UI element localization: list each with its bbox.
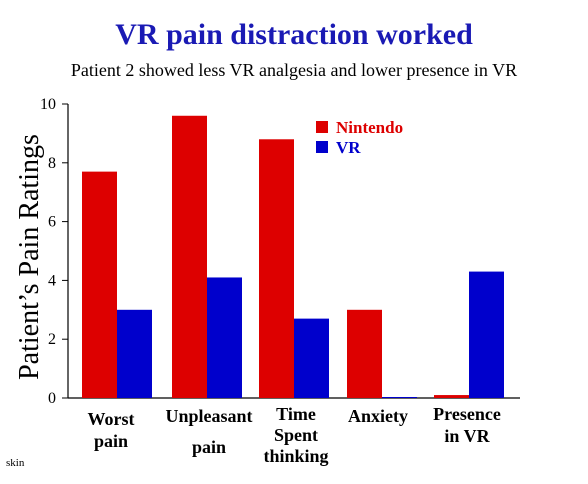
y-tick-label: 8: [48, 155, 56, 172]
bar-nintendo-0: [82, 171, 117, 398]
bar-nintendo-4: [434, 395, 469, 398]
y-tick-label: 4: [48, 272, 56, 289]
chart-title: VR pain distraction worked: [115, 18, 473, 51]
y-tick-label: 0: [48, 390, 56, 407]
bar-nintendo-2: [259, 139, 294, 398]
bar-nintendo-1: [172, 115, 207, 398]
legend-swatch: [316, 121, 328, 133]
x-category-label: thinking: [263, 446, 328, 466]
bar-vr-2: [294, 318, 329, 398]
bar-vr-3: [382, 397, 417, 398]
x-category-label: Time: [276, 404, 316, 424]
y-tick-label: 10: [40, 96, 56, 113]
x-category-label: Presence: [433, 404, 501, 424]
legend-label: Nintendo: [336, 118, 403, 137]
bar-vr-0: [117, 309, 152, 398]
x-category-label: in VR: [444, 426, 490, 446]
x-category-label: pain: [94, 431, 128, 451]
x-category-label: Unpleasant: [165, 406, 252, 426]
x-category-label: Spent: [274, 425, 318, 445]
chart-subtitle: Patient 2 showed less VR analgesia and l…: [70, 60, 518, 80]
footnote-text: skin: [6, 457, 25, 469]
y-tick-label: 6: [48, 214, 56, 231]
x-category-label: Anxiety: [348, 406, 408, 426]
y-axis-label: Patient’s Pain Ratings: [14, 134, 45, 380]
y-tick-label: 2: [48, 331, 56, 348]
legend-swatch: [316, 141, 328, 153]
x-category-label: pain: [192, 437, 226, 457]
x-category-label: Worst: [88, 409, 135, 429]
bar-vr-1: [207, 277, 242, 398]
bar-vr-4: [469, 271, 504, 398]
bar-nintendo-3: [347, 309, 382, 398]
legend-label: VR: [336, 138, 361, 157]
